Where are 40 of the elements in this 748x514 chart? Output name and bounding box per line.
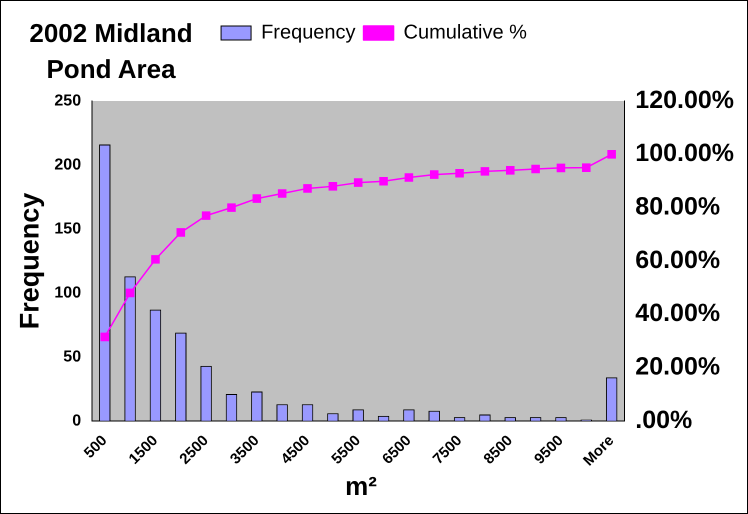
chart-title: 2002 Midland Pond Area (28, 17, 194, 86)
point (354, 178, 362, 187)
point (404, 173, 414, 182)
y2-tick-label: 120.00% (635, 86, 734, 114)
y2-tick-label: 60.00% (635, 246, 720, 274)
point (430, 170, 439, 179)
y2-tick-label: 20.00% (635, 352, 720, 380)
y-tick-label: 200 (54, 156, 82, 174)
y2-tick-label: .00% (635, 406, 692, 434)
y-tick-label: 250 (54, 92, 82, 110)
y-axis-title: Frequency (14, 192, 45, 330)
point (202, 211, 210, 220)
point (252, 194, 262, 203)
point (607, 150, 616, 159)
y2-tick-label: 80.00% (635, 192, 720, 221)
point (455, 168, 464, 178)
point (176, 228, 186, 237)
point (556, 164, 566, 172)
y-tick-label: 100 (54, 284, 82, 302)
legend-label: Cumulative % (404, 22, 528, 44)
y-tick-label: 0 (72, 412, 82, 430)
point (151, 255, 160, 264)
point (328, 182, 338, 191)
point (227, 203, 236, 212)
y-tick-label: 150 (54, 220, 82, 238)
point (303, 184, 312, 193)
point (531, 164, 540, 174)
point (379, 176, 388, 186)
point (126, 288, 134, 298)
legend-label: Frequency (261, 22, 356, 44)
y2-tick-label: 100.00% (635, 139, 734, 168)
point (480, 167, 490, 176)
point (278, 189, 286, 198)
point (582, 163, 591, 172)
point (100, 332, 110, 342)
x-axis-title: m² (344, 471, 378, 502)
y-tick-label: 50 (63, 348, 82, 366)
y2-tick-label: 40.00% (635, 299, 720, 328)
x-tick-label: 500 (80, 432, 111, 462)
point (506, 166, 515, 175)
